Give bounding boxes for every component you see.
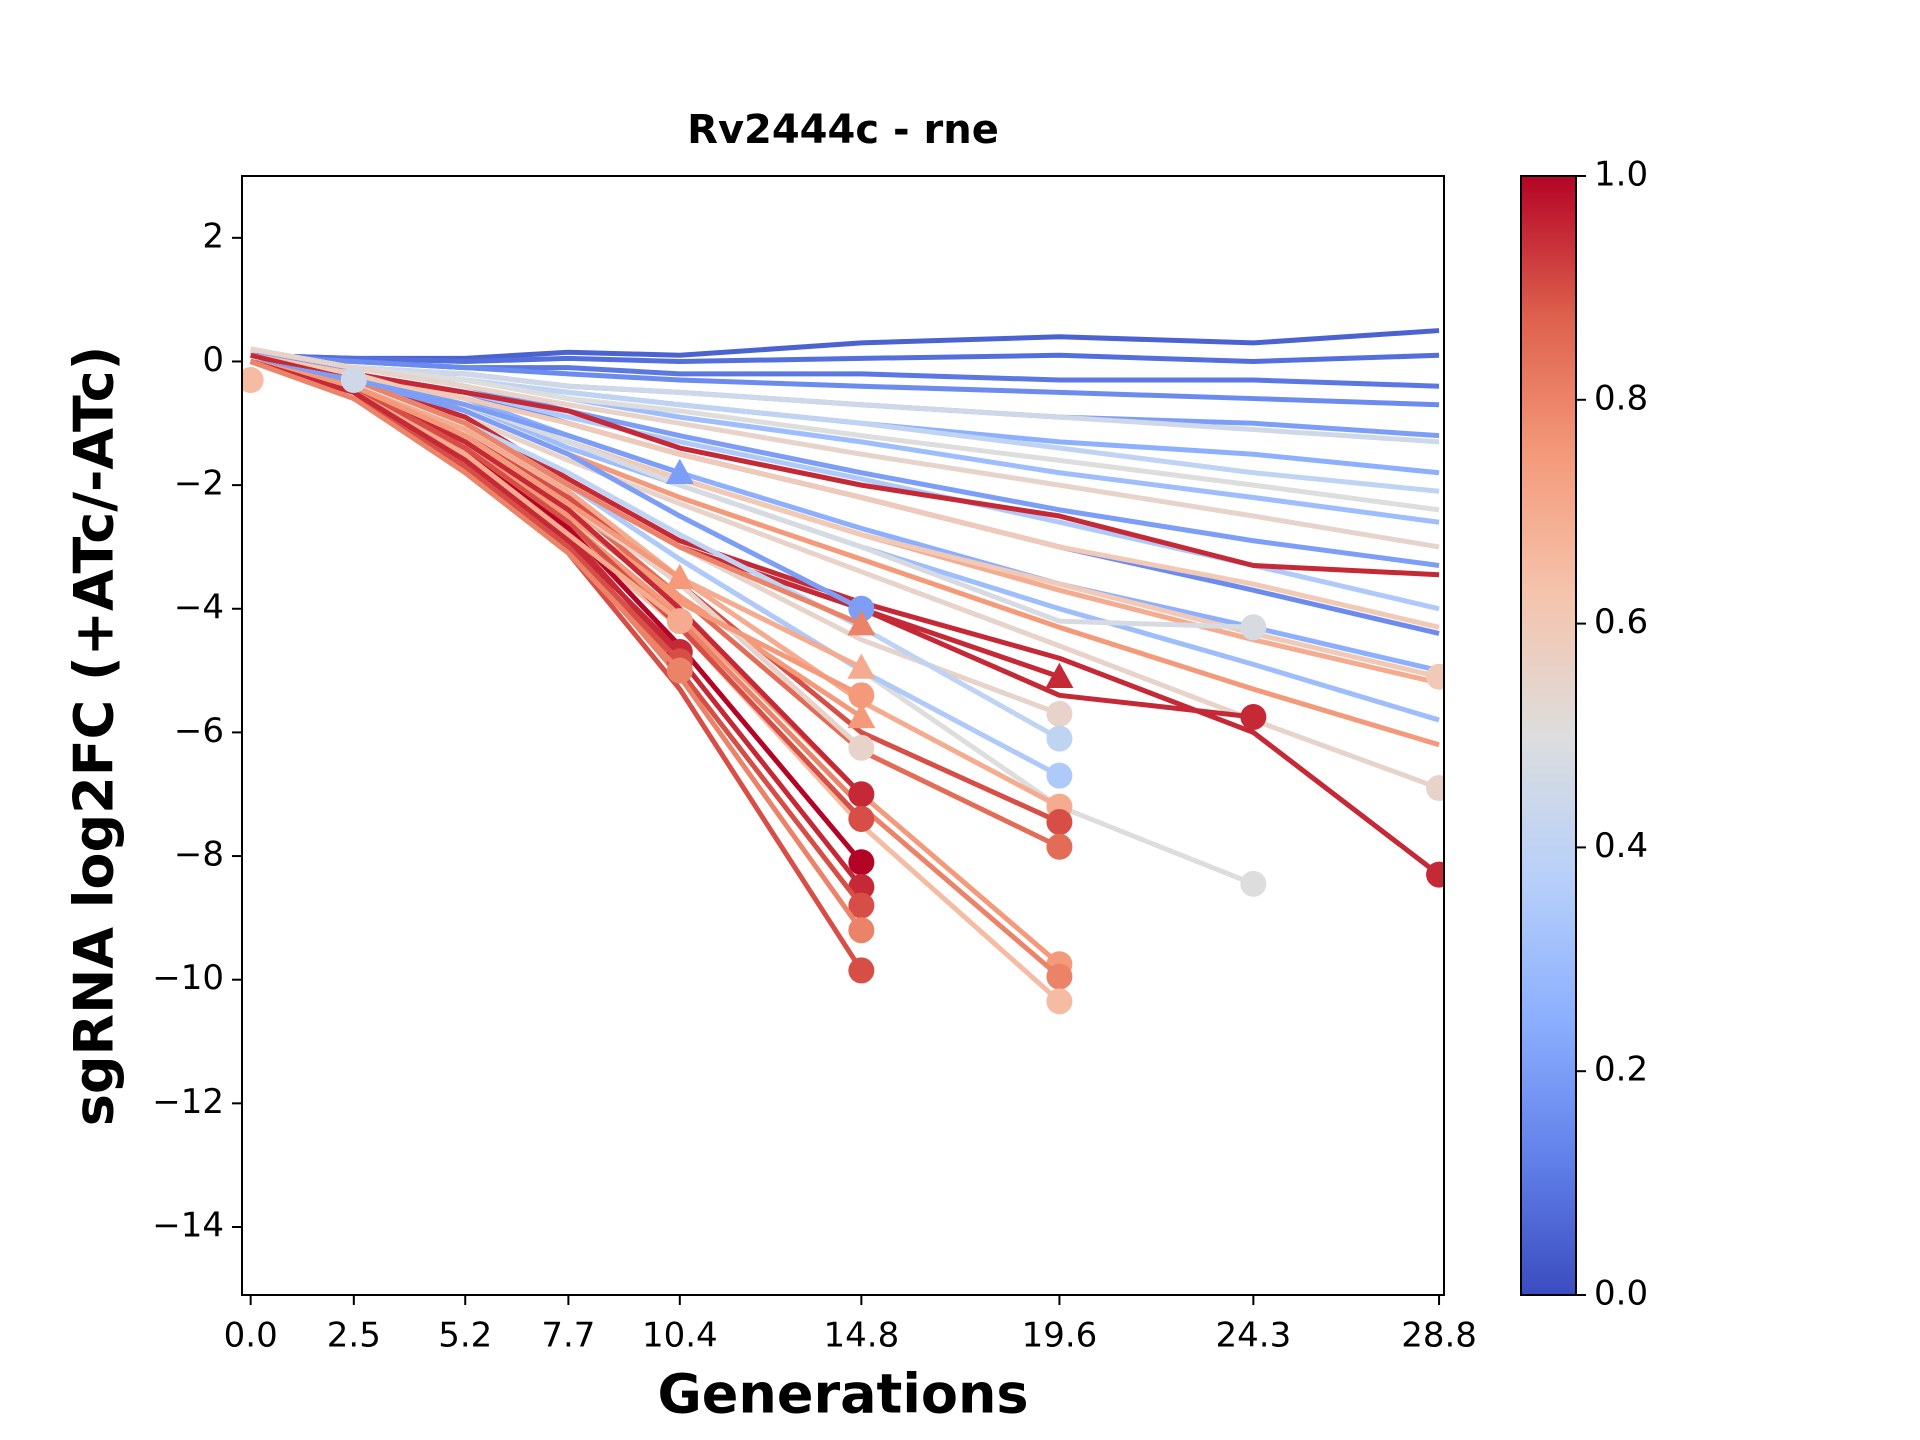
x-tick-label: 24.3 <box>1216 1316 1292 1356</box>
circle-marker <box>666 657 693 684</box>
circle-marker <box>848 595 875 622</box>
series-line <box>250 359 681 476</box>
triangle-marker <box>665 458 694 484</box>
circle-marker <box>848 682 875 709</box>
circle-marker <box>848 892 875 919</box>
y-tick-label: −14 <box>152 1205 224 1245</box>
circle-marker <box>1426 861 1444 888</box>
circle-marker <box>848 805 875 832</box>
circle-marker <box>1426 775 1444 802</box>
y-tick-label: −8 <box>174 835 224 875</box>
circle-marker <box>1426 663 1444 690</box>
chart-title: Rv2444c - rne <box>687 107 999 153</box>
series-line <box>249 359 1062 1004</box>
series-line <box>250 328 1440 361</box>
circle-marker <box>1046 700 1073 727</box>
colorbar-tick-label: 1.0 <box>1594 155 1648 195</box>
x-tick-label: 14.8 <box>824 1316 900 1356</box>
circle-marker <box>1240 614 1267 641</box>
y-axis-label: sgRNA log2FC (+ATc/-ATc) <box>63 346 126 1127</box>
circle-marker <box>848 849 875 876</box>
colorbar-tick-label: 0.6 <box>1594 602 1648 642</box>
circle-marker <box>1240 703 1267 730</box>
series-line <box>250 359 682 580</box>
circle-marker <box>340 367 367 394</box>
triangle-marker <box>847 702 876 729</box>
x-tick-label: 5.2 <box>438 1316 492 1356</box>
circle-marker <box>666 608 693 635</box>
series-line <box>250 352 1440 578</box>
x-tick-label: 28.8 <box>1401 1316 1477 1356</box>
x-tick-label: 10.4 <box>642 1316 718 1356</box>
plot-area <box>242 328 1444 1015</box>
circle-marker <box>848 781 875 808</box>
colorbar <box>1520 175 1577 1296</box>
y-tick-label: −4 <box>174 587 224 627</box>
triangle-marker <box>665 563 694 590</box>
triangle-marker <box>1045 662 1074 688</box>
circle-marker <box>1046 833 1073 860</box>
circle-marker <box>1046 988 1073 1015</box>
y-tick-label: 0 <box>202 340 224 380</box>
y-tick-label: −6 <box>174 711 224 751</box>
x-axis-label: Generations <box>657 1363 1028 1426</box>
triangle-marker <box>847 653 876 679</box>
circle-marker <box>1046 963 1073 990</box>
x-tick-label: 7.7 <box>541 1316 595 1356</box>
triangle-marker <box>847 610 876 636</box>
circle-marker <box>848 957 875 984</box>
series-line <box>250 352 1440 408</box>
circle-marker <box>1240 870 1267 897</box>
x-tick-label: 0.0 <box>224 1316 278 1356</box>
y-tick-label: −12 <box>152 1082 224 1122</box>
y-tick-label: −2 <box>174 464 224 504</box>
colorbar-tick-label: 0.4 <box>1594 826 1648 866</box>
circle-marker <box>848 917 875 944</box>
circle-marker <box>1046 725 1073 752</box>
colorbar-tick-label: 0.0 <box>1594 1274 1648 1314</box>
series-line <box>249 359 682 673</box>
y-tick-label: 2 <box>202 216 224 256</box>
x-tick-label: 2.5 <box>327 1316 381 1356</box>
y-tick-label: −10 <box>152 958 224 998</box>
circle-marker <box>242 367 264 394</box>
series-line <box>249 359 682 654</box>
circle-marker <box>1046 762 1073 789</box>
plot-frame <box>241 175 1445 1296</box>
colorbar-tick-label: 0.2 <box>1594 1050 1648 1090</box>
x-tick-label: 19.6 <box>1022 1316 1098 1356</box>
circle-marker <box>848 734 875 761</box>
colorbar-tick-label: 0.8 <box>1594 378 1648 418</box>
series-line <box>250 346 1440 550</box>
circle-marker <box>1046 809 1073 836</box>
series-line <box>250 352 1440 364</box>
